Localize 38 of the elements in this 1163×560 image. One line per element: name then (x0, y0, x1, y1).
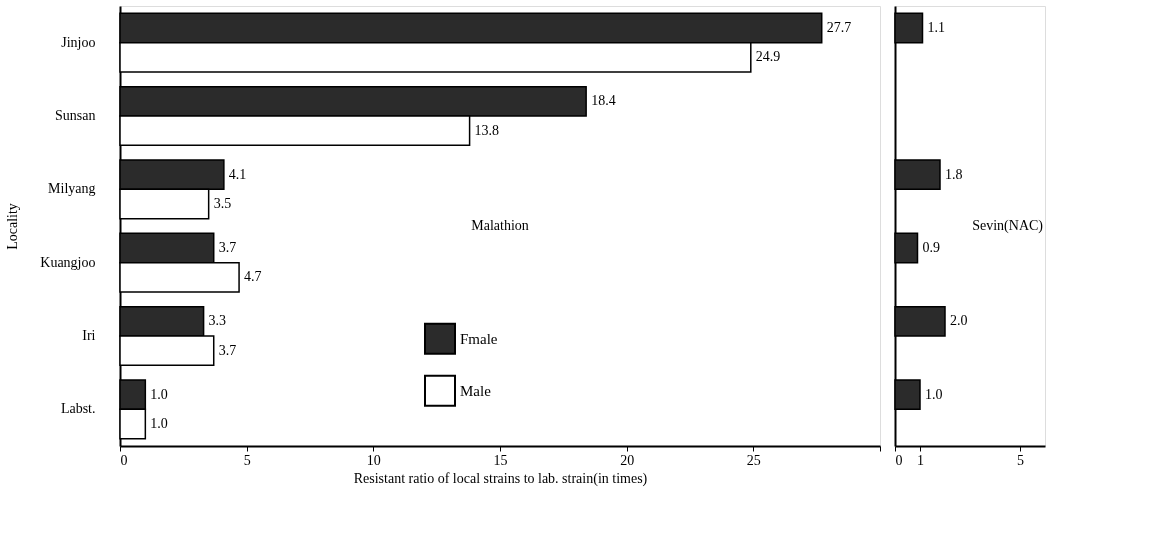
y-tick-label: Iri (82, 328, 96, 343)
x-tick-label: 5 (243, 452, 251, 468)
data-label: 3.7 (218, 240, 237, 255)
y-tick-label: Kuangjoo (40, 254, 96, 270)
annotation: Sevin(NAC) (972, 218, 1044, 234)
x-axis-title: Resistant ratio of local strains to lab. strain(in times) (353, 470, 648, 487)
x-tick-label: 20 (620, 452, 635, 468)
annotation: Malathion (471, 218, 529, 233)
legend-label: Fmale (460, 330, 498, 347)
data-label: 3.5 (213, 196, 232, 211)
y-tick-label: Jinjoo (61, 34, 96, 50)
legend-label: Male (460, 382, 492, 399)
data-label: 1.0 (925, 386, 943, 402)
data-label: 18.4 (591, 93, 616, 109)
data-label: 27.7 (826, 20, 852, 35)
data-label: 2.0 (950, 313, 968, 329)
data-label: 4.1 (228, 166, 247, 182)
x-tick-label: 25 (746, 452, 761, 468)
data-label: 3.7 (218, 342, 237, 358)
y-tick-label: Labst. (60, 401, 96, 417)
data-label: 24.9 (755, 49, 781, 65)
data-label: 1.1 (927, 20, 945, 35)
x-tick-label: 5 (1017, 452, 1024, 468)
data-label: 1.0 (150, 416, 168, 431)
x-tick-label: 15 (493, 452, 508, 468)
y-axis-title: Locality (5, 203, 21, 250)
y-tick-label: Milyang (48, 181, 96, 197)
x-tick-label: 0 (120, 452, 128, 468)
data-label: 13.8 (474, 122, 500, 138)
y-tick-label: Sunsan (55, 108, 96, 123)
data-label: 1.8 (945, 166, 963, 182)
x-tick-label: 1 (917, 452, 924, 468)
data-label: 3.3 (208, 313, 227, 329)
x-tick-label: 0 (895, 452, 903, 468)
x-tick-label: 10 (366, 452, 381, 468)
data-label: 0.9 (922, 240, 940, 255)
data-label: 1.0 (150, 386, 168, 402)
data-label: 4.7 (244, 269, 262, 285)
